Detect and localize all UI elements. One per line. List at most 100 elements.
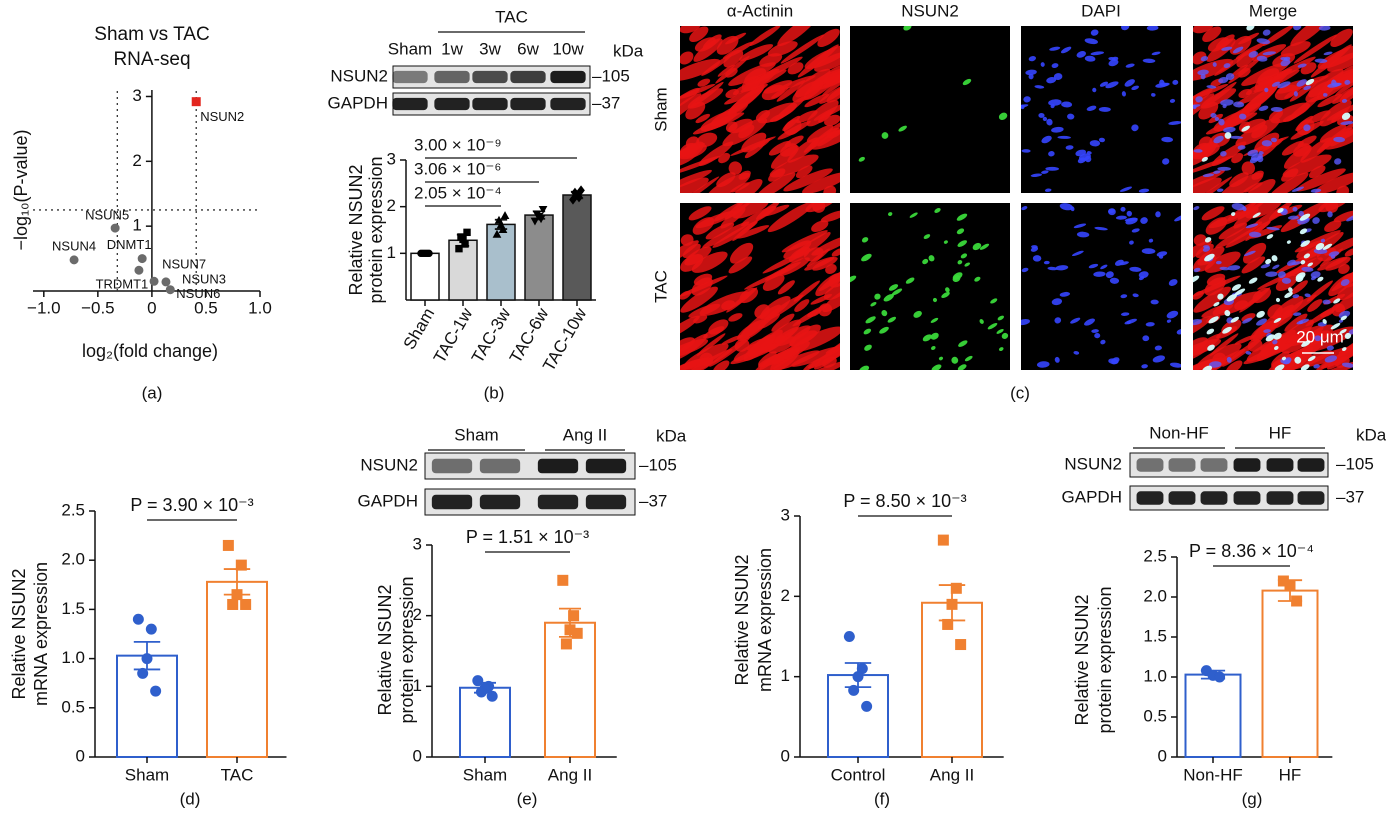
cell-stain bbox=[680, 338, 709, 358]
cell-stain bbox=[1315, 242, 1325, 251]
cell-stain bbox=[1326, 345, 1334, 351]
cell-stain bbox=[1298, 320, 1304, 325]
cell-stain bbox=[883, 294, 894, 302]
cell-stain bbox=[1284, 291, 1293, 299]
cell-stain bbox=[1193, 267, 1201, 273]
micrograph bbox=[1021, 203, 1181, 370]
cell-stain bbox=[792, 303, 829, 327]
y-tick-label: 0 bbox=[1158, 746, 1167, 765]
cell-stain bbox=[1120, 206, 1126, 212]
cell-stain bbox=[909, 212, 918, 218]
cell-stain bbox=[763, 204, 790, 217]
cell-stain bbox=[680, 169, 712, 191]
cell-stain bbox=[913, 310, 922, 318]
cell-stain bbox=[879, 326, 889, 334]
cell-stain bbox=[1281, 140, 1304, 156]
cell-stain bbox=[1021, 104, 1029, 109]
cell-stain bbox=[1049, 46, 1061, 51]
cell-stain bbox=[850, 275, 857, 283]
cell-stain bbox=[1124, 217, 1138, 222]
cell-stain bbox=[1281, 277, 1292, 284]
cell-stain bbox=[793, 280, 820, 302]
cell-stain bbox=[1268, 110, 1284, 122]
cell-stain bbox=[1274, 345, 1279, 351]
cell-stain bbox=[1301, 266, 1314, 272]
cell-stain bbox=[783, 240, 812, 259]
cell-stain bbox=[794, 299, 810, 312]
cell-stain bbox=[1280, 59, 1291, 67]
cell-stain bbox=[1223, 126, 1236, 133]
data-point bbox=[1284, 579, 1296, 591]
blot-band bbox=[479, 458, 521, 474]
data-point bbox=[848, 684, 860, 696]
data-point bbox=[132, 613, 144, 625]
cell-stain bbox=[795, 68, 831, 98]
bar bbox=[524, 214, 554, 301]
cell-stain bbox=[1126, 210, 1133, 217]
blot-group-label: Non-HF bbox=[1149, 423, 1209, 442]
cell-stain bbox=[1245, 223, 1259, 229]
data-point bbox=[134, 265, 144, 275]
y-axis-label: protein expression bbox=[397, 576, 417, 723]
cell-stain bbox=[762, 274, 785, 291]
cell-stain bbox=[1174, 214, 1181, 222]
image-column-label: DAPI bbox=[1081, 1, 1121, 20]
cell-stain bbox=[1193, 275, 1200, 283]
blot-band bbox=[1168, 458, 1196, 472]
y-tick-label: 3 bbox=[413, 534, 422, 553]
cell-stain bbox=[1333, 136, 1346, 143]
cell-stain bbox=[1048, 151, 1055, 157]
cell-stain bbox=[693, 38, 723, 62]
significance-label: P = 8.36 × 10⁻⁴ bbox=[1189, 541, 1314, 561]
blot-band bbox=[585, 494, 627, 510]
cell-stain bbox=[874, 293, 881, 300]
cell-stain bbox=[1249, 157, 1259, 164]
cell-stain bbox=[820, 210, 840, 223]
cell-stain bbox=[1028, 73, 1034, 80]
blot-size-label: –105 bbox=[592, 66, 630, 85]
cell-stain bbox=[956, 228, 965, 235]
cell-stain bbox=[1334, 158, 1342, 165]
bar bbox=[1261, 589, 1319, 758]
cell-stain bbox=[943, 240, 948, 244]
y-tick-label: 1.0 bbox=[61, 648, 85, 667]
y-axis-label: Relative NSUN2 bbox=[732, 554, 752, 685]
blot-band bbox=[1136, 491, 1164, 505]
cell-stain bbox=[1109, 277, 1120, 284]
cell-stain bbox=[1224, 309, 1231, 317]
x-tick-label: −0.5 bbox=[81, 298, 115, 317]
cell-stain bbox=[979, 243, 990, 250]
cell-stain bbox=[1256, 318, 1267, 326]
cell-stain bbox=[680, 286, 718, 313]
cell-stain bbox=[928, 255, 935, 262]
cell-stain bbox=[1208, 316, 1219, 324]
cell-stain bbox=[1256, 38, 1270, 45]
cell-stain bbox=[960, 253, 968, 259]
cell-stain bbox=[974, 276, 981, 282]
cell-stain bbox=[1176, 329, 1181, 335]
data-point bbox=[235, 559, 247, 571]
cell-stain bbox=[755, 172, 796, 193]
blot-lane-label: 3w bbox=[479, 39, 501, 58]
blot-lane-label: Sham bbox=[388, 39, 432, 58]
cell-stain bbox=[1209, 333, 1239, 356]
image-row-label: TAC bbox=[651, 270, 670, 303]
cell-stain bbox=[1210, 112, 1217, 118]
cell-stain bbox=[811, 235, 840, 256]
cell-stain bbox=[804, 44, 840, 69]
cell-stain bbox=[757, 348, 798, 368]
cell-stain bbox=[987, 322, 998, 330]
data-point bbox=[191, 97, 201, 107]
cell-stain bbox=[1324, 235, 1353, 256]
cell-stain bbox=[1242, 242, 1267, 264]
panel-label: (g) bbox=[1242, 789, 1263, 808]
data-point bbox=[149, 276, 159, 286]
cell-stain bbox=[1292, 294, 1300, 299]
cell-stain bbox=[1341, 112, 1351, 121]
cell-stain bbox=[1156, 251, 1168, 257]
cell-stain bbox=[725, 88, 739, 99]
cell-stain bbox=[729, 242, 754, 264]
data-point bbox=[937, 534, 949, 546]
cell-stain bbox=[1327, 211, 1333, 218]
cell-stain bbox=[1237, 145, 1246, 150]
